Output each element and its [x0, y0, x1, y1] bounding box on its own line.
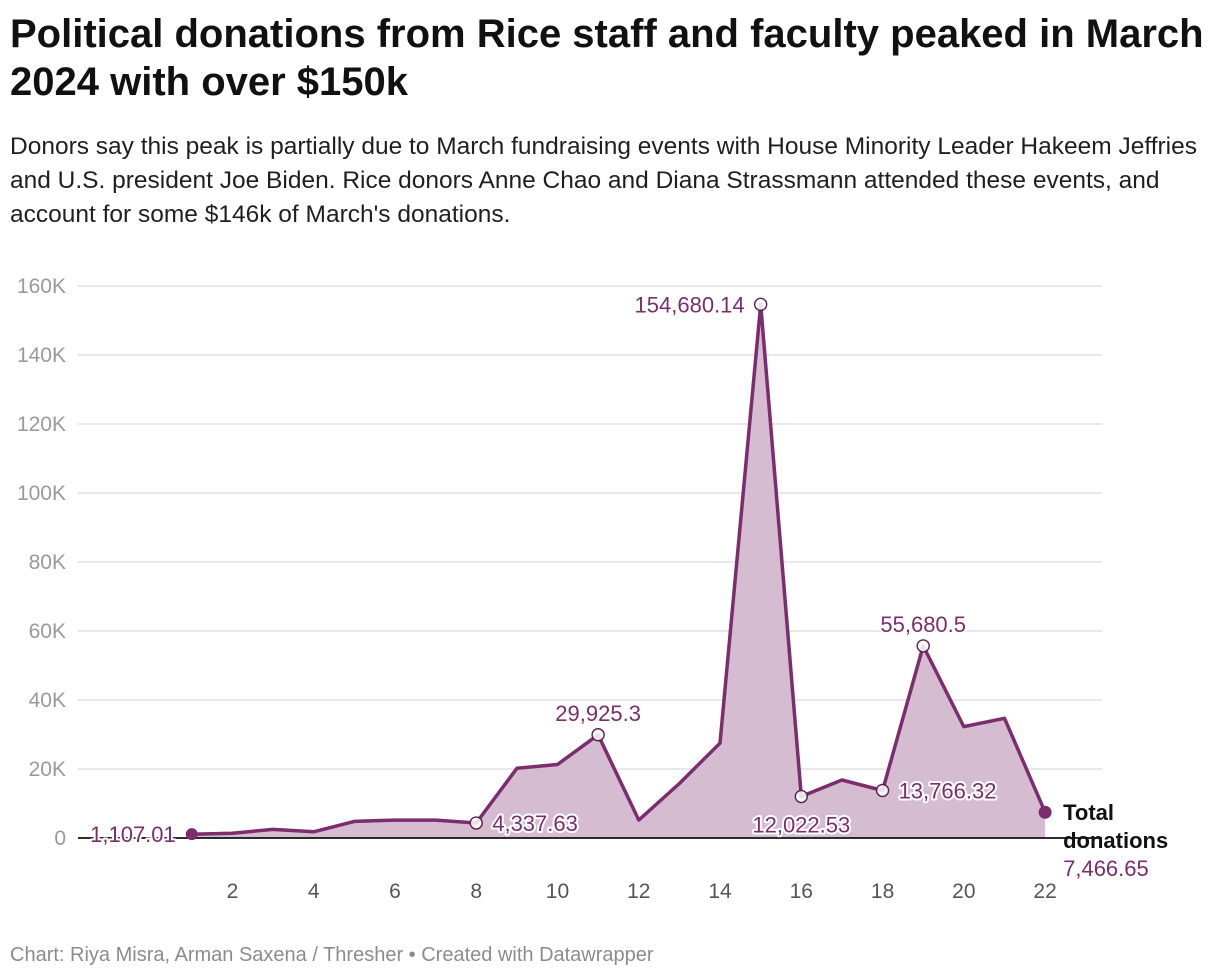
- data-label: 1,107.01: [90, 822, 176, 847]
- data-label: 4,337.63: [492, 811, 578, 836]
- y-tick-label: 100K: [17, 482, 66, 505]
- chart-subtitle: Donors say this peak is partially due to…: [10, 133, 1197, 228]
- y-tick-label: 60K: [29, 620, 66, 643]
- y-tick-label: 120K: [17, 413, 66, 436]
- x-tick-label: 4: [308, 880, 320, 900]
- x-tick-label: 14: [708, 880, 732, 900]
- x-tick-label: 8: [470, 880, 482, 900]
- x-tick-label: 12: [627, 880, 650, 900]
- chart-title: Political donations from Rice staff and …: [10, 12, 1204, 104]
- end-label-value: 7,466.65: [1063, 856, 1149, 881]
- point-markers: [185, 297, 930, 841]
- end-label-title: Total: [1063, 800, 1114, 825]
- y-tick-label: 0: [54, 827, 66, 850]
- y-axis-ticks: 0 20K 40K 60K 80K 100K 120K 140K 160K: [17, 275, 66, 850]
- point-marker: [794, 789, 809, 804]
- point-marker: [916, 639, 930, 653]
- data-labels: 1,107.01 4,337.63 29,925.3 154,680.14 12,022…: [88, 290, 998, 849]
- point-marker: [753, 297, 768, 312]
- y-tick-label: 140K: [17, 344, 66, 367]
- point-marker: [469, 816, 483, 830]
- y-tick-label: 20K: [29, 758, 66, 781]
- data-label: 154,680.14: [635, 292, 745, 317]
- y-tick-label: 80K: [29, 551, 66, 574]
- point-marker: [875, 783, 890, 798]
- point-marker: [185, 828, 198, 841]
- series-line-total-donations: [191, 302, 1047, 836]
- x-tick-label: 2: [227, 880, 239, 900]
- data-label: 29,925.3: [555, 701, 641, 726]
- data-label: 55,680.5: [880, 612, 966, 637]
- x-tick-label: 20: [952, 880, 975, 900]
- data-label: 12,022.53: [752, 813, 850, 838]
- x-tick-label: 16: [790, 880, 813, 900]
- y-tick-label: 160K: [17, 275, 66, 298]
- x-tick-label: 10: [546, 880, 569, 900]
- end-label-subtitle: donations: [1063, 828, 1168, 853]
- end-label: Total donations 7,466.65: [1038, 800, 1168, 881]
- point-marker: [591, 728, 605, 742]
- chart-credit: Chart: Riya Misra, Arman Saxena / Thresh…: [10, 944, 654, 966]
- end-point-marker: [1038, 805, 1052, 819]
- x-tick-label: 6: [389, 880, 401, 900]
- x-tick-label: 18: [871, 880, 894, 900]
- y-tick-label: 40K: [29, 689, 66, 712]
- series-area-total-donations: [191, 304, 1046, 838]
- x-axis-ticks: 2 4 6 8 10 12 14 16 18 20 22: [227, 880, 1057, 900]
- x-tick-label: 22: [1033, 880, 1056, 900]
- gridlines: [78, 285, 1102, 770]
- area-chart: 0 20K 40K 60K 80K 100K 120K 140K 160K 2 4 6 8 10 12 14…: [17, 275, 1168, 900]
- data-label: 13,766.32: [899, 779, 997, 804]
